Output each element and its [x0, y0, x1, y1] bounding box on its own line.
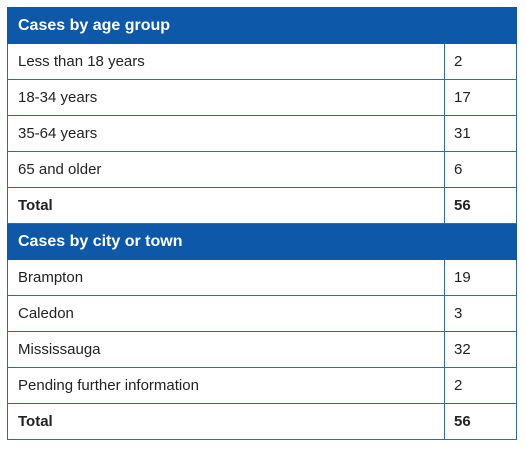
row-label: 35-64 years	[7, 115, 445, 152]
table-row: Caledon 3	[7, 295, 518, 332]
row-value: 31	[443, 115, 518, 152]
row-value: 32	[443, 331, 518, 368]
row-label: Pending further information	[7, 367, 445, 404]
table-row: Pending further information 2	[7, 367, 518, 404]
table-row: Less than 18 years 2	[7, 43, 518, 80]
total-row-age-group: Total 56	[7, 187, 518, 224]
section-title: Cases by city or town	[6, 223, 518, 260]
row-label: Less than 18 years	[7, 43, 445, 80]
total-value: 56	[443, 187, 518, 224]
section-header-city-or-town: Cases by city or town	[6, 223, 518, 260]
row-value: 3	[443, 295, 518, 332]
row-value: 17	[443, 79, 518, 116]
total-row-city-or-town: Total 56	[7, 403, 518, 440]
total-label: Total	[7, 187, 445, 224]
row-value: 19	[443, 259, 518, 296]
row-value: 6	[443, 151, 518, 188]
row-label: Mississauga	[7, 331, 445, 368]
total-value: 56	[443, 403, 518, 440]
row-value: 2	[443, 43, 518, 80]
row-value: 2	[443, 367, 518, 404]
section-title: Cases by age group	[6, 7, 518, 44]
table-row: 65 and older 6	[7, 151, 518, 188]
table-row: Mississauga 32	[7, 331, 518, 368]
table-row: Brampton 19	[7, 259, 518, 296]
row-label: Caledon	[7, 295, 445, 332]
table-row: 18-34 years 17	[7, 79, 518, 116]
table-row: 35-64 years 31	[7, 115, 518, 152]
section-header-age-group: Cases by age group	[6, 7, 518, 44]
cases-table: Cases by age group Less than 18 years 2 …	[6, 7, 518, 440]
case-summary-tables: Cases by age group Less than 18 years 2 …	[6, 7, 518, 440]
total-label: Total	[7, 403, 445, 440]
row-label: 18-34 years	[7, 79, 445, 116]
row-label: Brampton	[7, 259, 445, 296]
row-label: 65 and older	[7, 151, 445, 188]
